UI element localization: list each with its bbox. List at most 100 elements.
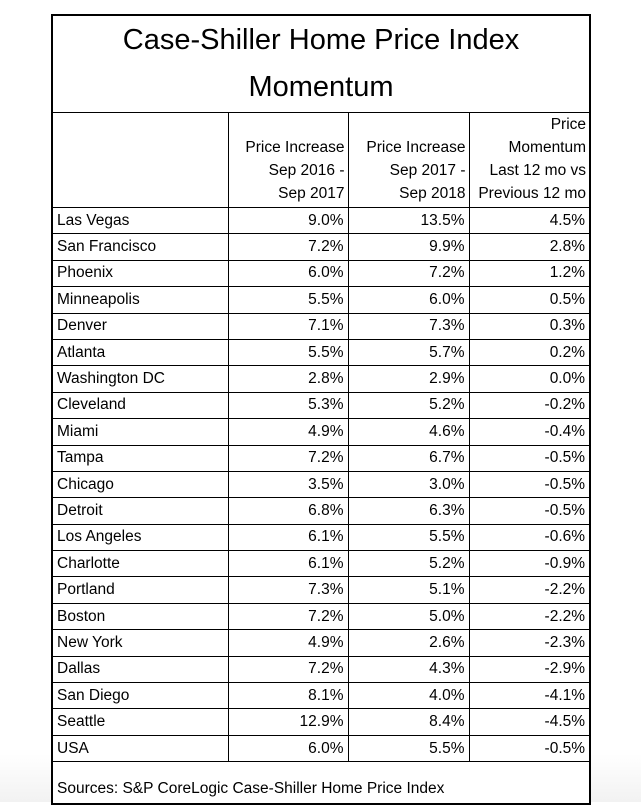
value-cell: 7.3% xyxy=(227,576,349,604)
value-cell: 5.5% xyxy=(227,338,349,367)
value-cell: 12.9% xyxy=(227,708,349,736)
value-cell: 7.2% xyxy=(227,602,349,631)
value-cell: 6.3% xyxy=(347,497,470,525)
value-cell: 5.3% xyxy=(227,391,349,420)
table-row: Boston 7.2% 5.0% -2.2% xyxy=(51,602,591,631)
value-cell: 0.3% xyxy=(468,312,591,340)
value-cell: 4.6% xyxy=(347,418,470,446)
city-cell: Washington DC xyxy=(51,365,229,393)
table-row: Washington DC 2.8% 2.9% 0.0% xyxy=(51,365,591,393)
value-cell: 7.2% xyxy=(227,655,349,684)
table-row: Seattle 12.9% 8.4% -4.5% xyxy=(51,708,591,736)
city-cell: Charlotte xyxy=(51,550,229,578)
table-row: Portland 7.3% 5.1% -2.2% xyxy=(51,576,591,604)
value-cell: 0.2% xyxy=(468,338,591,367)
table-row: Los Angeles 6.1% 5.5% -0.6% xyxy=(51,523,591,552)
value-cell: 7.3% xyxy=(347,312,470,340)
table-row-usa: USA 6.0% 5.5% -0.5% xyxy=(51,734,591,763)
table-row: Chicago 3.5% 3.0% -0.5% xyxy=(51,470,591,499)
city-cell: Las Vegas xyxy=(51,206,229,235)
value-cell: 5.2% xyxy=(347,391,470,420)
col-header-city xyxy=(51,112,229,208)
col-header-increase-2017-2018: Price Increase Sep 2017 - Sep 2018 xyxy=(347,112,470,208)
value-cell: 8.4% xyxy=(347,708,470,736)
usa-value-cell: -0.5% xyxy=(468,734,591,763)
value-cell: 2.8% xyxy=(227,365,349,393)
table-row: Dallas 7.2% 4.3% -2.9% xyxy=(51,655,591,684)
value-cell: 7.2% xyxy=(227,233,349,261)
table-row: San Francisco 7.2% 9.9% 2.8% xyxy=(51,233,591,261)
city-cell: Chicago xyxy=(51,470,229,499)
value-cell: 5.5% xyxy=(227,286,349,314)
city-cell: San Diego xyxy=(51,682,229,710)
city-cell: New York xyxy=(51,629,229,657)
table-row: Charlotte 6.1% 5.2% -0.9% xyxy=(51,550,591,578)
value-cell: 3.5% xyxy=(227,470,349,499)
value-cell: 2.8% xyxy=(468,233,591,261)
value-cell: 6.8% xyxy=(227,497,349,525)
city-cell: Minneapolis xyxy=(51,286,229,314)
table-title: Case-Shiller Home Price Index Momentum xyxy=(51,14,591,113)
city-cell: Detroit xyxy=(51,497,229,525)
city-cell: Cleveland xyxy=(51,391,229,420)
usa-value-cell: 5.5% xyxy=(347,734,470,763)
value-cell: -0.9% xyxy=(468,550,591,578)
value-cell: 4.3% xyxy=(347,655,470,684)
value-cell: -2.3% xyxy=(468,629,591,657)
value-cell: 5.0% xyxy=(347,602,470,631)
value-cell: -0.4% xyxy=(468,418,591,446)
table-footer: USA 6.0% 5.5% -0.5% Sources: S&P CoreLog… xyxy=(51,734,591,805)
value-cell: 6.0% xyxy=(347,286,470,314)
city-cell: Portland xyxy=(51,576,229,604)
case-shiller-table: Case-Shiller Home Price Index Momentum P… xyxy=(51,14,592,805)
value-cell: 6.1% xyxy=(227,523,349,552)
table-row: Atlanta 5.5% 5.7% 0.2% xyxy=(51,338,591,367)
value-cell: 0.0% xyxy=(468,365,591,393)
col-header-increase-2016-2017: Price Increase Sep 2016 - Sep 2017 xyxy=(227,112,349,208)
sources-note: Sources: S&P CoreLogic Case-Shiller Home… xyxy=(51,761,591,805)
table-row: Phoenix 6.0% 7.2% 1.2% xyxy=(51,259,591,288)
value-cell: 6.1% xyxy=(227,550,349,578)
city-cell: Miami xyxy=(51,418,229,446)
value-cell: 6.0% xyxy=(227,259,349,288)
table-row: Detroit 6.8% 6.3% -0.5% xyxy=(51,497,591,525)
value-cell: 3.0% xyxy=(347,470,470,499)
city-cell: San Francisco xyxy=(51,233,229,261)
value-cell: -4.5% xyxy=(468,708,591,736)
table-row: Cleveland 5.3% 5.2% -0.2% xyxy=(51,391,591,420)
value-cell: -2.9% xyxy=(468,655,591,684)
value-cell: 13.5% xyxy=(347,206,470,235)
table-row: Miami 4.9% 4.6% -0.4% xyxy=(51,418,591,446)
table-row: San Diego 8.1% 4.0% -4.1% xyxy=(51,682,591,710)
col-header-momentum: Price Momentum Last 12 mo vs Previous 12… xyxy=(468,112,591,208)
value-cell: 9.0% xyxy=(227,206,349,235)
value-cell: -4.1% xyxy=(468,682,591,710)
usa-value-cell: 6.0% xyxy=(227,734,349,763)
value-cell: -2.2% xyxy=(468,602,591,631)
value-cell: 4.9% xyxy=(227,418,349,446)
city-cell: Boston xyxy=(51,602,229,631)
city-cell: Phoenix xyxy=(51,259,229,288)
city-cell: Denver xyxy=(51,312,229,340)
value-cell: 2.9% xyxy=(347,365,470,393)
city-cell: Los Angeles xyxy=(51,523,229,552)
value-cell: 5.1% xyxy=(347,576,470,604)
value-cell: -0.5% xyxy=(468,497,591,525)
value-cell: -0.5% xyxy=(468,470,591,499)
value-cell: 2.6% xyxy=(347,629,470,657)
value-cell: 7.2% xyxy=(347,259,470,288)
city-cell: Tampa xyxy=(51,444,229,472)
table-row: Las Vegas 9.0% 13.5% 4.5% xyxy=(51,206,591,235)
value-cell: -0.6% xyxy=(468,523,591,552)
title-row: Case-Shiller Home Price Index Momentum xyxy=(51,14,591,113)
table-row: New York 4.9% 2.6% -2.3% xyxy=(51,629,591,657)
table-sheet: Case-Shiller Home Price Index Momentum P… xyxy=(51,14,592,805)
table-row: Denver 7.1% 7.3% 0.3% xyxy=(51,312,591,340)
city-cell: Atlanta xyxy=(51,338,229,367)
value-cell: 9.9% xyxy=(347,233,470,261)
value-cell: 8.1% xyxy=(227,682,349,710)
city-cell: Seattle xyxy=(51,708,229,736)
value-cell: 7.2% xyxy=(227,444,349,472)
value-cell: 5.2% xyxy=(347,550,470,578)
value-cell: 4.9% xyxy=(227,629,349,657)
